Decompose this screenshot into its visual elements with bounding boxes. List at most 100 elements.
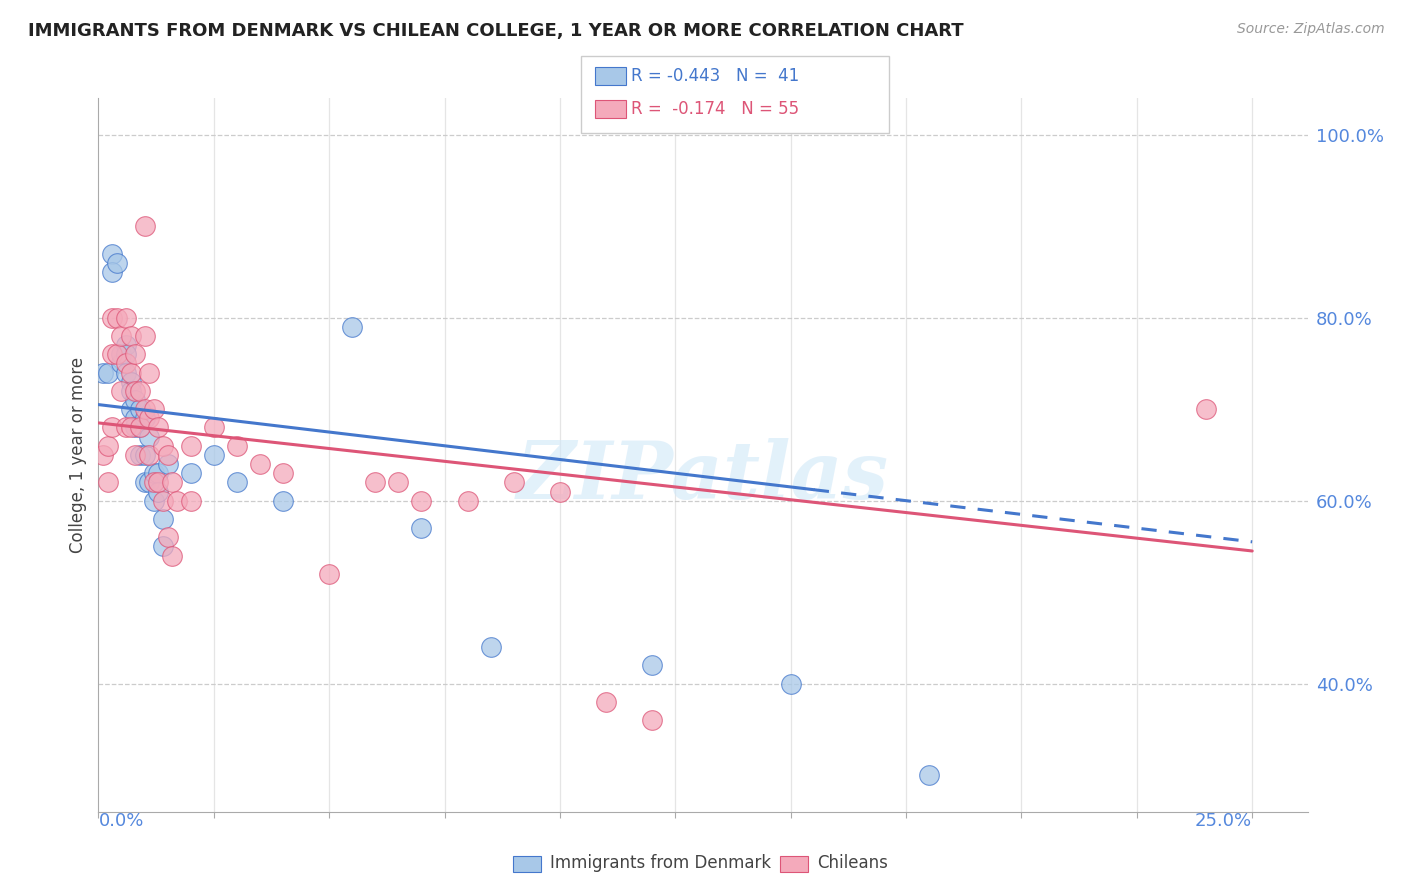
Point <box>124 411 146 425</box>
Point <box>120 375 142 389</box>
Point <box>548 484 571 499</box>
Text: R = -0.443   N =  41: R = -0.443 N = 41 <box>631 67 800 85</box>
Point <box>129 384 152 398</box>
Point <box>91 448 114 462</box>
Point <box>166 493 188 508</box>
Point <box>110 356 132 370</box>
Point <box>124 392 146 407</box>
Point <box>101 347 124 361</box>
Text: R =  -0.174   N = 55: R = -0.174 N = 55 <box>631 100 800 118</box>
Point <box>271 493 294 508</box>
Point <box>105 347 128 361</box>
Point <box>97 366 120 380</box>
Text: 0.0%: 0.0% <box>98 812 143 830</box>
Point <box>129 420 152 434</box>
Point <box>479 640 502 654</box>
Point <box>129 420 152 434</box>
Point <box>202 420 225 434</box>
Point <box>138 475 160 490</box>
Point <box>225 475 247 490</box>
Point <box>641 713 664 727</box>
Point <box>138 411 160 425</box>
Point <box>180 439 202 453</box>
Point <box>225 439 247 453</box>
Point <box>134 329 156 343</box>
Point <box>148 467 170 481</box>
Point <box>148 420 170 434</box>
Point <box>138 429 160 443</box>
Point <box>129 402 152 417</box>
Point <box>180 493 202 508</box>
Point <box>156 457 179 471</box>
Point <box>779 676 801 690</box>
Point <box>142 402 165 417</box>
Point <box>101 265 124 279</box>
Point <box>91 366 114 380</box>
Point <box>134 475 156 490</box>
Point <box>411 493 433 508</box>
Point <box>152 540 174 554</box>
Text: Chileans: Chileans <box>817 855 887 872</box>
Point <box>134 219 156 234</box>
Point <box>134 402 156 417</box>
Point <box>138 448 160 462</box>
Point <box>105 256 128 270</box>
Point <box>138 366 160 380</box>
Text: 25.0%: 25.0% <box>1195 812 1253 830</box>
Point <box>148 475 170 490</box>
Point <box>364 475 387 490</box>
Text: Immigrants from Denmark: Immigrants from Denmark <box>550 855 770 872</box>
Point <box>457 493 479 508</box>
Point <box>129 448 152 462</box>
Point <box>110 384 132 398</box>
Point <box>387 475 409 490</box>
Point <box>152 512 174 526</box>
Point <box>124 420 146 434</box>
Point <box>595 695 617 709</box>
Point <box>115 356 138 370</box>
Point <box>918 768 941 782</box>
Point <box>142 475 165 490</box>
Point <box>105 310 128 325</box>
Point <box>101 310 124 325</box>
Point <box>115 347 138 361</box>
Point <box>148 484 170 499</box>
Point <box>152 493 174 508</box>
Point <box>124 384 146 398</box>
Point <box>120 402 142 417</box>
Point <box>97 439 120 453</box>
Point <box>1195 402 1218 417</box>
Point <box>318 566 340 581</box>
Point <box>101 420 124 434</box>
Point <box>115 366 138 380</box>
Point <box>115 338 138 352</box>
Point <box>342 319 364 334</box>
Point <box>115 420 138 434</box>
Point <box>162 475 184 490</box>
Point <box>134 448 156 462</box>
Point <box>162 549 184 563</box>
Point <box>110 329 132 343</box>
Point <box>249 457 271 471</box>
Point <box>120 420 142 434</box>
Point <box>97 475 120 490</box>
Text: Source: ZipAtlas.com: Source: ZipAtlas.com <box>1237 22 1385 37</box>
Point <box>134 411 156 425</box>
Point <box>120 384 142 398</box>
Point <box>502 475 524 490</box>
Text: IMMIGRANTS FROM DENMARK VS CHILEAN COLLEGE, 1 YEAR OR MORE CORRELATION CHART: IMMIGRANTS FROM DENMARK VS CHILEAN COLLE… <box>28 22 963 40</box>
Point <box>110 347 132 361</box>
Point <box>156 530 179 544</box>
Point <box>142 493 165 508</box>
Point <box>156 448 179 462</box>
Point <box>115 310 138 325</box>
Point <box>152 439 174 453</box>
Point <box>124 448 146 462</box>
Point <box>120 329 142 343</box>
Point <box>124 347 146 361</box>
Point <box>180 467 202 481</box>
Point <box>120 366 142 380</box>
Y-axis label: College, 1 year or more: College, 1 year or more <box>69 357 87 553</box>
Point <box>101 246 124 260</box>
Point <box>202 448 225 462</box>
